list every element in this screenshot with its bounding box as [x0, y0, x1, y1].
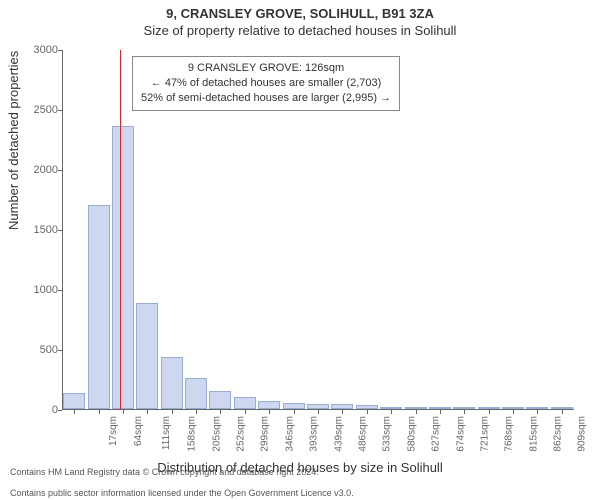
- annotation-line: 9 CRANSLEY GROVE: 126sqm: [141, 61, 391, 76]
- x-tick-mark: [489, 410, 490, 414]
- plot-inner: 05001000150020002500300017sqm64sqm111sqm…: [62, 50, 574, 410]
- y-tick-label: 2500: [18, 104, 58, 116]
- x-tick-mark: [562, 410, 563, 414]
- annotation-line: ← 47% of detached houses are smaller (2,…: [141, 76, 391, 91]
- histogram-bar: [88, 205, 110, 409]
- histogram-bar: [161, 357, 183, 409]
- x-tick-label: 486sqm: [358, 416, 369, 452]
- x-tick-mark: [367, 410, 368, 414]
- y-axis-label: Number of detached properties: [6, 51, 21, 230]
- histogram-bar: [63, 393, 85, 409]
- y-tick-mark: [58, 230, 62, 231]
- property-marker-line: [120, 50, 121, 410]
- x-tick-label: 862sqm: [553, 416, 564, 452]
- x-tick-label: 346sqm: [284, 416, 295, 452]
- annotation-box: 9 CRANSLEY GROVE: 126sqm← 47% of detache…: [132, 56, 400, 111]
- histogram-bar: [502, 407, 524, 409]
- footer-line-1: Contains HM Land Registry data © Crown c…: [10, 467, 319, 477]
- y-tick-mark: [58, 290, 62, 291]
- x-tick-mark: [440, 410, 441, 414]
- x-tick-label: 299sqm: [260, 416, 271, 452]
- x-tick-mark: [537, 410, 538, 414]
- histogram-bar: [209, 391, 231, 409]
- histogram-bar: [478, 407, 500, 409]
- y-tick-mark: [58, 50, 62, 51]
- histogram-bar: [551, 407, 573, 409]
- annotation-line: 52% of semi-detached houses are larger (…: [141, 91, 391, 106]
- x-tick-mark: [269, 410, 270, 414]
- histogram-bar: [356, 405, 378, 409]
- x-tick-mark: [245, 410, 246, 414]
- histogram-bar: [380, 407, 402, 409]
- x-tick-label: 205sqm: [211, 416, 222, 452]
- page-title: 9, CRANSLEY GROVE, SOLIHULL, B91 3ZA: [0, 0, 600, 21]
- y-tick-label: 1500: [18, 224, 58, 236]
- y-tick-label: 1000: [18, 284, 58, 296]
- y-tick-label: 500: [18, 344, 58, 356]
- x-tick-mark: [196, 410, 197, 414]
- histogram-bar: [283, 403, 305, 409]
- histogram-bar: [307, 404, 329, 409]
- plot-area: 05001000150020002500300017sqm64sqm111sqm…: [62, 50, 574, 410]
- x-tick-mark: [318, 410, 319, 414]
- y-tick-label: 2000: [18, 164, 58, 176]
- footer-credits: Contains HM Land Registry data © Crown c…: [10, 457, 354, 498]
- histogram-bar: [234, 397, 256, 409]
- y-axis-line: [62, 50, 63, 410]
- x-tick-mark: [74, 410, 75, 414]
- x-tick-label: 627sqm: [431, 416, 442, 452]
- x-tick-label: 815sqm: [528, 416, 539, 452]
- chart-container: 9, CRANSLEY GROVE, SOLIHULL, B91 3ZA Siz…: [0, 0, 600, 500]
- x-tick-label: 393sqm: [309, 416, 320, 452]
- x-tick-label: 64sqm: [133, 416, 144, 446]
- x-tick-label: 17sqm: [108, 416, 119, 446]
- footer-line-2: Contains public sector information licen…: [10, 488, 354, 498]
- x-tick-mark: [342, 410, 343, 414]
- page-subtitle: Size of property relative to detached ho…: [0, 21, 600, 38]
- histogram-bar: [112, 126, 134, 409]
- y-tick-mark: [58, 110, 62, 111]
- histogram-bar: [331, 404, 353, 409]
- x-tick-label: 580sqm: [406, 416, 417, 452]
- x-tick-mark: [147, 410, 148, 414]
- x-tick-mark: [99, 410, 100, 414]
- y-tick-mark: [58, 410, 62, 411]
- y-tick-mark: [58, 350, 62, 351]
- histogram-bar: [136, 303, 158, 409]
- x-tick-mark: [464, 410, 465, 414]
- x-tick-mark: [172, 410, 173, 414]
- x-tick-label: 533sqm: [382, 416, 393, 452]
- y-tick-label: 3000: [18, 44, 58, 56]
- x-tick-label: 158sqm: [187, 416, 198, 452]
- x-tick-label: 674sqm: [455, 416, 466, 452]
- histogram-bar: [185, 378, 207, 409]
- y-tick-mark: [58, 170, 62, 171]
- x-tick-mark: [294, 410, 295, 414]
- histogram-bar: [405, 407, 427, 409]
- x-tick-mark: [391, 410, 392, 414]
- histogram-bar: [429, 407, 451, 409]
- x-tick-label: 909sqm: [577, 416, 588, 452]
- x-tick-mark: [220, 410, 221, 414]
- x-tick-label: 721sqm: [479, 416, 490, 452]
- x-tick-mark: [513, 410, 514, 414]
- x-tick-label: 252sqm: [236, 416, 247, 452]
- histogram-bar: [258, 401, 280, 409]
- x-tick-label: 768sqm: [504, 416, 515, 452]
- y-tick-label: 0: [18, 404, 58, 416]
- histogram-bar: [526, 407, 548, 409]
- x-tick-mark: [123, 410, 124, 414]
- x-tick-label: 111sqm: [161, 416, 172, 450]
- x-tick-mark: [416, 410, 417, 414]
- histogram-bar: [453, 407, 475, 409]
- x-tick-label: 439sqm: [333, 416, 344, 452]
